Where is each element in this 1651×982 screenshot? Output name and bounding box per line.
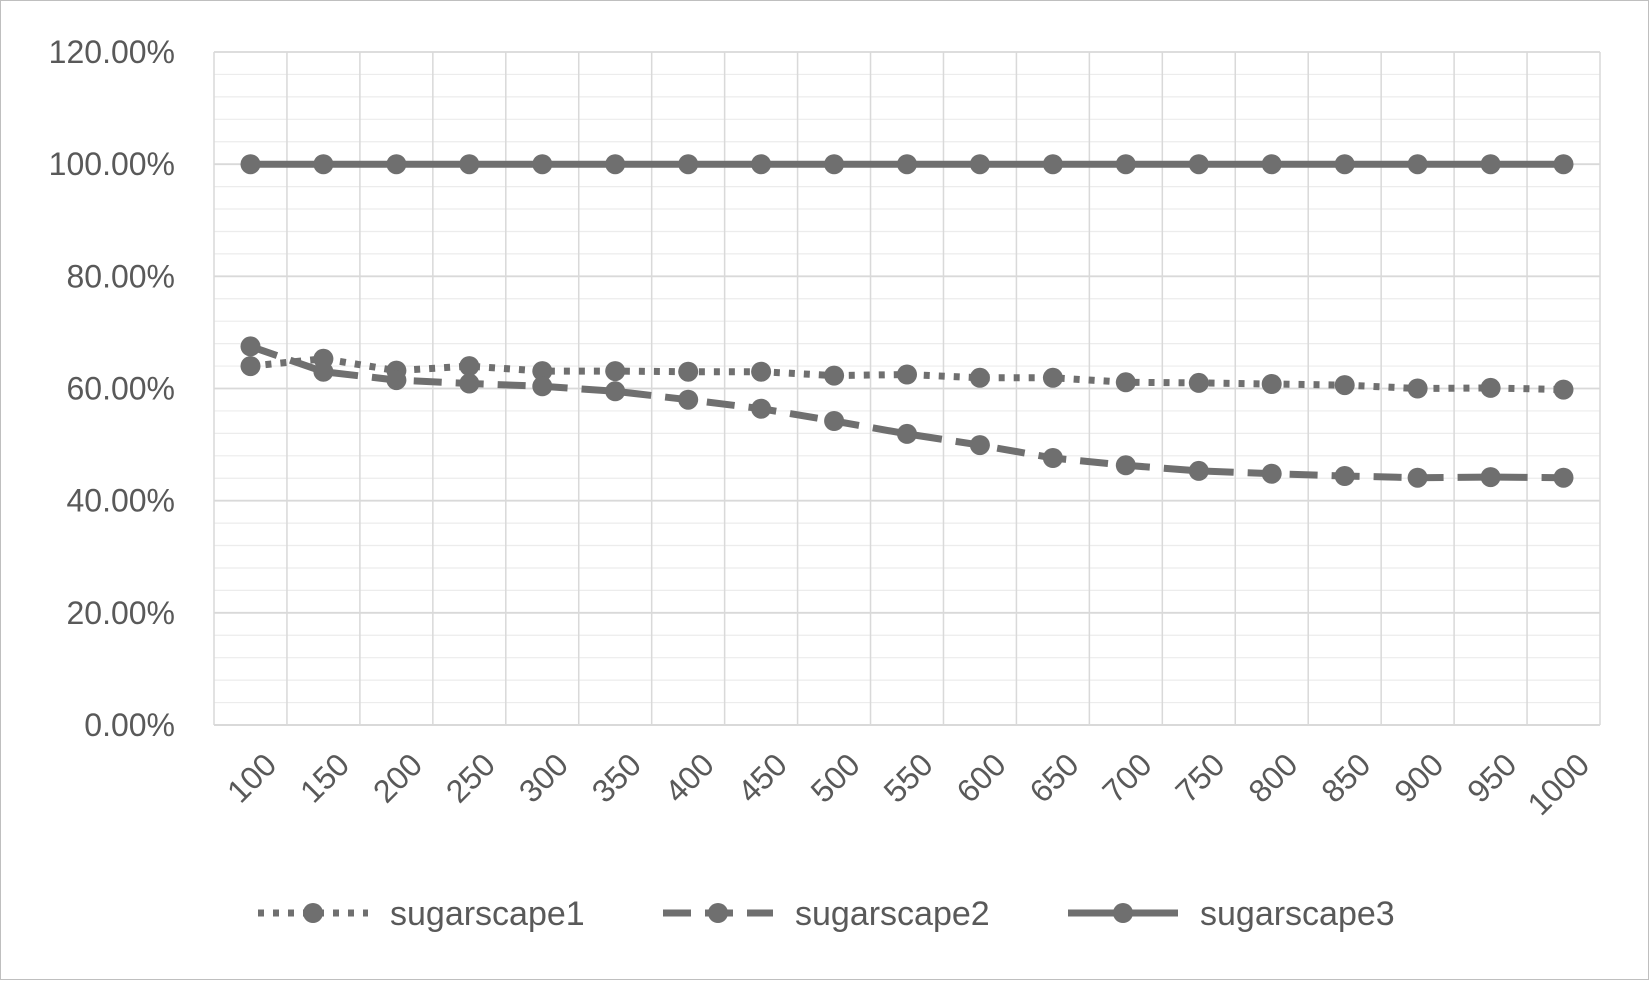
y-tick-label: 40.00% xyxy=(66,483,175,519)
data-point-sugarscape3 xyxy=(459,154,480,175)
y-tick-label: 60.00% xyxy=(66,371,175,407)
legend-entry-sugarscape3: sugarscape3 xyxy=(1068,895,1395,933)
data-point-sugarscape1 xyxy=(1553,379,1574,400)
data-point-sugarscape2 xyxy=(1188,460,1209,481)
y-tick-label: 80.00% xyxy=(66,258,175,294)
x-tick-label: 350 xyxy=(585,746,648,809)
data-point-sugarscape1 xyxy=(240,356,261,377)
data-point-sugarscape3 xyxy=(1261,154,1282,175)
data-point-sugarscape2 xyxy=(897,423,917,444)
x-tick-label: 150 xyxy=(293,746,356,809)
series-sugarscape2 xyxy=(240,336,1574,488)
x-tick-label: 400 xyxy=(658,746,721,809)
legend-label: sugarscape1 xyxy=(390,895,585,933)
y-tick-label: 120.00% xyxy=(49,34,175,70)
data-point-sugarscape1 xyxy=(1334,375,1355,396)
x-tick-label: 100 xyxy=(220,746,283,809)
legend-label: sugarscape2 xyxy=(795,895,990,933)
data-point-sugarscape1 xyxy=(605,361,626,382)
data-point-sugarscape3 xyxy=(1334,154,1355,175)
data-point-sugarscape3 xyxy=(532,154,553,175)
data-point-sugarscape1 xyxy=(1480,377,1501,398)
series-lines xyxy=(240,154,1574,488)
data-point-sugarscape3 xyxy=(1407,154,1428,175)
data-point-sugarscape3 xyxy=(751,154,772,175)
x-tick-label: 950 xyxy=(1460,746,1523,809)
legend-entry-sugarscape2: sugarscape2 xyxy=(663,895,990,933)
x-tick-label: 800 xyxy=(1241,746,1304,809)
x-tick-label: 450 xyxy=(731,746,794,809)
x-tick-label: 650 xyxy=(1022,746,1085,809)
data-point-sugarscape1 xyxy=(459,356,480,377)
legend-label: sugarscape3 xyxy=(1200,895,1395,933)
data-point-sugarscape3 xyxy=(1480,154,1501,175)
data-point-sugarscape1 xyxy=(969,367,990,388)
data-point-sugarscape2 xyxy=(605,381,626,402)
x-tick-label: 500 xyxy=(804,746,867,809)
data-point-sugarscape2 xyxy=(386,370,407,391)
data-point-sugarscape3 xyxy=(1042,154,1063,175)
data-point-sugarscape3 xyxy=(386,154,407,175)
x-tick-label: 850 xyxy=(1314,746,1377,809)
data-point-sugarscape1 xyxy=(1261,374,1282,394)
data-point-sugarscape2 xyxy=(969,435,990,456)
x-tick-label: 200 xyxy=(366,746,429,809)
x-tick-label: 550 xyxy=(877,746,940,809)
data-point-sugarscape2 xyxy=(240,336,261,357)
data-point-sugarscape3 xyxy=(969,154,990,175)
x-tick-label: 1000 xyxy=(1521,746,1597,822)
data-point-sugarscape1 xyxy=(824,365,845,386)
data-point-sugarscape2 xyxy=(1407,467,1428,488)
data-point-sugarscape3 xyxy=(313,154,334,175)
x-axis: 100 150 200 250 300 350 400 450 500 550 600 650 700 7… xyxy=(214,724,1600,822)
legend-marker-icon xyxy=(1113,903,1133,923)
data-point-sugarscape3 xyxy=(678,154,699,175)
data-point-sugarscape3 xyxy=(605,154,626,175)
data-point-sugarscape2 xyxy=(678,389,699,410)
x-tick-label: 900 xyxy=(1387,746,1450,809)
data-point-sugarscape2 xyxy=(1334,466,1355,486)
data-point-sugarscape1 xyxy=(1115,372,1136,393)
x-tick-label: 750 xyxy=(1168,746,1231,809)
data-point-sugarscape2 xyxy=(1042,448,1063,468)
y-axis: 0.00% 20.00% 40.00% 60.00% 80.00% 100.00% 120.… xyxy=(49,34,175,743)
data-point-sugarscape3 xyxy=(1115,154,1136,175)
data-point-sugarscape3 xyxy=(897,154,917,175)
data-point-sugarscape2 xyxy=(1261,463,1282,484)
x-tick-label: 700 xyxy=(1095,746,1158,809)
data-point-sugarscape3 xyxy=(1553,154,1574,175)
series-sugarscape1 xyxy=(240,348,1574,400)
data-point-sugarscape2 xyxy=(751,398,772,419)
data-point-sugarscape2 xyxy=(1553,467,1574,488)
data-point-sugarscape2 xyxy=(313,361,334,382)
data-point-sugarscape1 xyxy=(1407,378,1428,399)
data-point-sugarscape2 xyxy=(1480,467,1501,488)
data-point-sugarscape2 xyxy=(532,376,553,397)
legend-marker-icon xyxy=(303,903,323,923)
data-point-sugarscape2 xyxy=(459,373,480,394)
data-point-sugarscape2 xyxy=(1115,455,1136,476)
data-point-sugarscape1 xyxy=(678,361,699,382)
data-point-sugarscape1 xyxy=(1042,367,1063,388)
series-sugarscape3 xyxy=(240,154,1574,175)
y-tick-label: 100.00% xyxy=(49,146,175,182)
data-point-sugarscape1 xyxy=(532,361,553,382)
data-point-sugarscape3 xyxy=(824,154,845,175)
data-point-sugarscape3 xyxy=(240,154,261,175)
data-point-sugarscape1 xyxy=(897,364,917,385)
x-tick-label: 300 xyxy=(512,746,575,809)
legend: sugarscape1 sugarscape2 sugarscape3 xyxy=(258,895,1395,933)
data-point-sugarscape1 xyxy=(751,361,772,382)
legend-marker-icon xyxy=(708,903,728,923)
x-tick-label: 250 xyxy=(439,746,502,809)
data-point-sugarscape1 xyxy=(1188,372,1209,393)
y-tick-label: 20.00% xyxy=(66,595,175,631)
x-tick-label: 600 xyxy=(950,746,1013,809)
legend-entry-sugarscape1: sugarscape1 xyxy=(258,895,585,933)
y-tick-label: 0.00% xyxy=(84,707,175,743)
data-point-sugarscape3 xyxy=(1188,154,1209,175)
data-point-sugarscape2 xyxy=(824,411,845,431)
